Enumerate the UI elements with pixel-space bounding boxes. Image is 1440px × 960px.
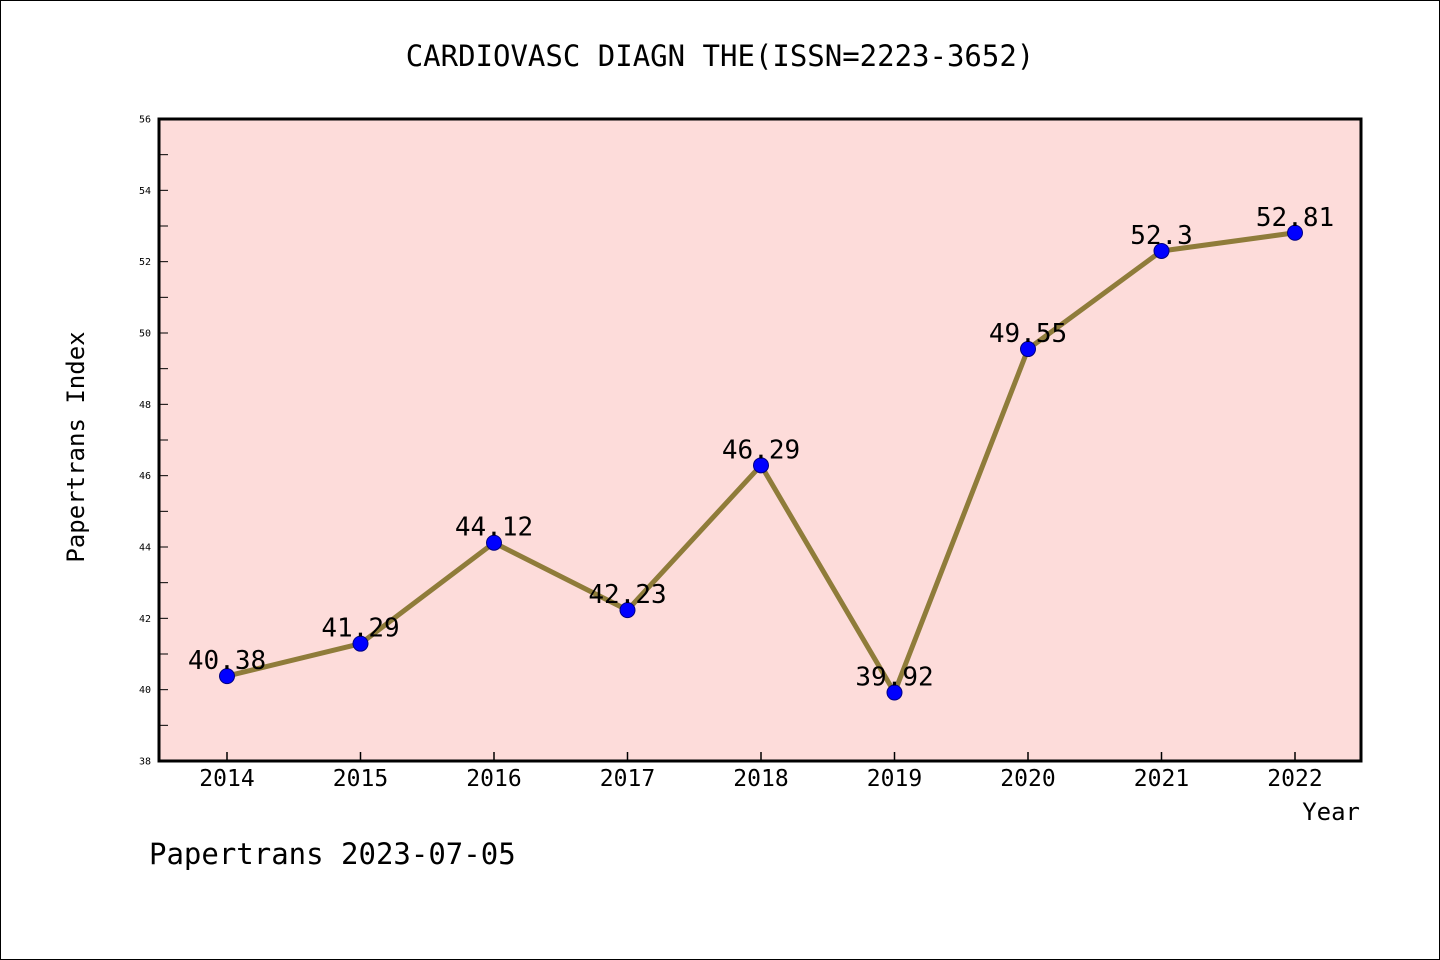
data-label: 42.23 bbox=[588, 580, 666, 610]
x-axis-label: Year bbox=[1302, 798, 1360, 826]
plot-area bbox=[157, 117, 1363, 763]
data-label: 44.12 bbox=[455, 513, 533, 543]
data-point bbox=[1287, 224, 1303, 241]
x-tick-label: 2014 bbox=[199, 766, 254, 792]
data-label: 52.3 bbox=[1130, 221, 1193, 251]
data-label-layer: 40.38 41.29 44.12 42.23 46.29 39.92 49.55 52.3 5… bbox=[188, 203, 1334, 693]
data-label: 41.29 bbox=[321, 614, 399, 644]
x-tick-label: 2020 bbox=[1000, 766, 1055, 792]
y-axis-ticks: 38 40 42 44 46 48 50 52 54 56 bbox=[139, 115, 168, 768]
data-point bbox=[219, 668, 235, 685]
y-tick-label: 48 bbox=[139, 400, 151, 411]
data-label: 46.29 bbox=[722, 435, 800, 465]
y-axis-label: Papertrans Index bbox=[62, 331, 90, 562]
data-label: 52.81 bbox=[1256, 203, 1334, 233]
x-axis-ticks: 2014 2015 2016 2017 2018 2019 2020 2021 2022 bbox=[199, 752, 1323, 792]
y-tick-label: 44 bbox=[139, 543, 151, 554]
data-point bbox=[352, 635, 369, 652]
y-tick-label: 38 bbox=[139, 757, 151, 768]
data-point bbox=[886, 684, 903, 701]
data-label: 40.38 bbox=[188, 646, 266, 676]
y-tick-label: 50 bbox=[139, 329, 151, 340]
y-tick-label: 56 bbox=[139, 115, 151, 126]
data-point bbox=[486, 534, 502, 551]
x-tick-label: 2019 bbox=[867, 766, 922, 792]
y-tick-label: 40 bbox=[139, 685, 151, 696]
x-tick-label: 2017 bbox=[600, 766, 655, 792]
x-tick-label: 2016 bbox=[466, 766, 521, 792]
y-tick-label: 52 bbox=[139, 257, 151, 268]
x-tick-label: 2015 bbox=[333, 766, 388, 792]
data-point bbox=[1020, 341, 1036, 358]
chart-title: CARDIOVASC DIAGN THE(ISSN=2223-3652) bbox=[406, 39, 1035, 73]
data-point bbox=[1153, 242, 1170, 259]
data-label: 49.55 bbox=[989, 319, 1067, 349]
data-point bbox=[753, 457, 769, 474]
x-tick-label: 2021 bbox=[1134, 766, 1189, 792]
footer-note: Papertrans 2023-07-05 bbox=[149, 837, 516, 871]
data-point bbox=[619, 602, 636, 619]
y-tick-label: 54 bbox=[139, 186, 151, 197]
y-tick-label: 42 bbox=[139, 614, 151, 625]
x-tick-label: 2022 bbox=[1267, 766, 1322, 792]
y-tick-label: 46 bbox=[139, 471, 151, 482]
marker-layer bbox=[219, 224, 1303, 701]
x-tick-label: 2018 bbox=[733, 766, 788, 792]
data-label: 39.92 bbox=[855, 663, 933, 693]
